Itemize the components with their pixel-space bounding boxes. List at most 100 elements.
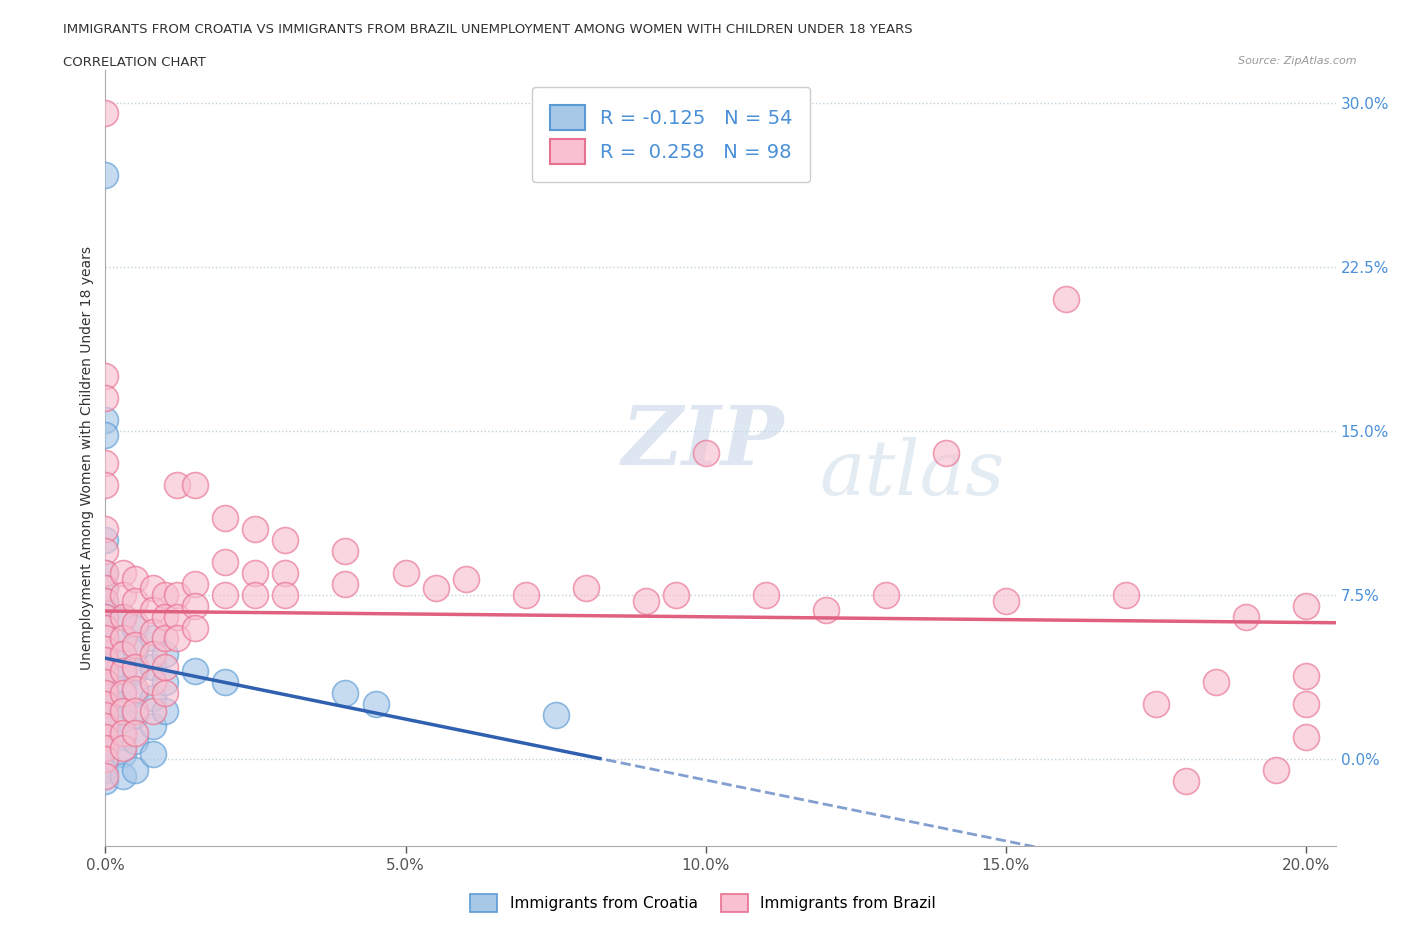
Point [94,751,117,766]
Point [184,598,207,613]
Point [94,740,117,755]
Point [274,588,297,603]
Point [184,577,207,591]
Point [124,659,146,674]
Point [94,609,117,624]
Point [94,697,117,711]
Point [94,603,117,618]
Point [94,620,117,635]
Point [184,620,207,635]
Point [1234,609,1257,624]
Point [94,773,117,788]
Point [166,478,188,493]
Point [112,664,135,679]
Legend: Immigrants from Croatia, Immigrants from Brazil: Immigrants from Croatia, Immigrants from… [464,888,942,918]
Point [155,703,177,718]
Point [214,588,236,603]
Point [1115,588,1137,603]
Point [142,703,165,718]
Point [166,609,188,624]
Point [94,763,117,777]
Point [1264,763,1286,777]
Point [245,522,267,537]
Point [695,445,717,460]
Point [94,642,117,657]
Point [94,594,117,609]
Point [755,588,778,603]
Point [544,708,567,723]
Point [94,478,117,493]
Point [124,594,146,609]
Point [124,572,146,587]
Point [94,631,117,646]
Point [94,653,117,668]
Point [112,703,135,718]
Point [875,588,897,603]
Point [94,565,117,580]
Point [94,769,117,784]
Point [94,631,117,646]
Point [1174,773,1197,788]
Point [94,708,117,723]
Point [112,747,135,762]
Point [166,588,188,603]
Point [94,685,117,700]
Point [94,609,117,624]
Point [335,577,357,591]
Point [94,729,117,744]
Point [112,631,135,646]
Point [94,719,117,734]
Point [142,646,165,661]
Point [1205,675,1227,690]
Point [935,445,957,460]
Point [634,594,657,609]
Point [142,675,165,690]
Point [112,740,135,755]
Point [124,734,146,749]
Point [94,751,117,766]
Point [94,456,117,471]
Point [94,565,117,580]
Point [94,675,117,690]
Point [94,620,117,635]
Point [94,664,117,679]
Point [142,624,165,639]
Point [1295,598,1317,613]
Point [124,703,146,718]
Point [124,616,146,631]
Point [112,609,135,624]
Point [94,697,117,711]
Point [94,642,117,657]
Point [94,580,117,595]
Point [94,653,117,668]
Legend: R = -0.125   N = 54, R =  0.258   N = 98: R = -0.125 N = 54, R = 0.258 N = 98 [533,87,810,182]
Point [124,708,146,723]
Point [94,391,117,405]
Point [112,725,135,740]
Point [994,594,1017,609]
Point [155,675,177,690]
Point [124,620,146,635]
Point [214,675,236,690]
Point [112,712,135,727]
Point [94,685,117,700]
Text: Source: ZipAtlas.com: Source: ZipAtlas.com [1239,56,1357,66]
Point [112,631,135,646]
Point [94,167,117,182]
Point [274,533,297,548]
Point [94,580,117,595]
Point [124,664,146,679]
Point [184,664,207,679]
Point [335,685,357,700]
Point [245,588,267,603]
Point [184,478,207,493]
Point [142,747,165,762]
Point [112,697,135,711]
Point [394,565,416,580]
Point [425,580,447,595]
Point [124,642,146,657]
Point [142,659,165,674]
Text: IMMIGRANTS FROM CROATIA VS IMMIGRANTS FROM BRAZIL UNEMPLOYMENT AMONG WOMEN WITH : IMMIGRANTS FROM CROATIA VS IMMIGRANTS FR… [63,23,912,36]
Point [94,428,117,443]
Point [142,719,165,734]
